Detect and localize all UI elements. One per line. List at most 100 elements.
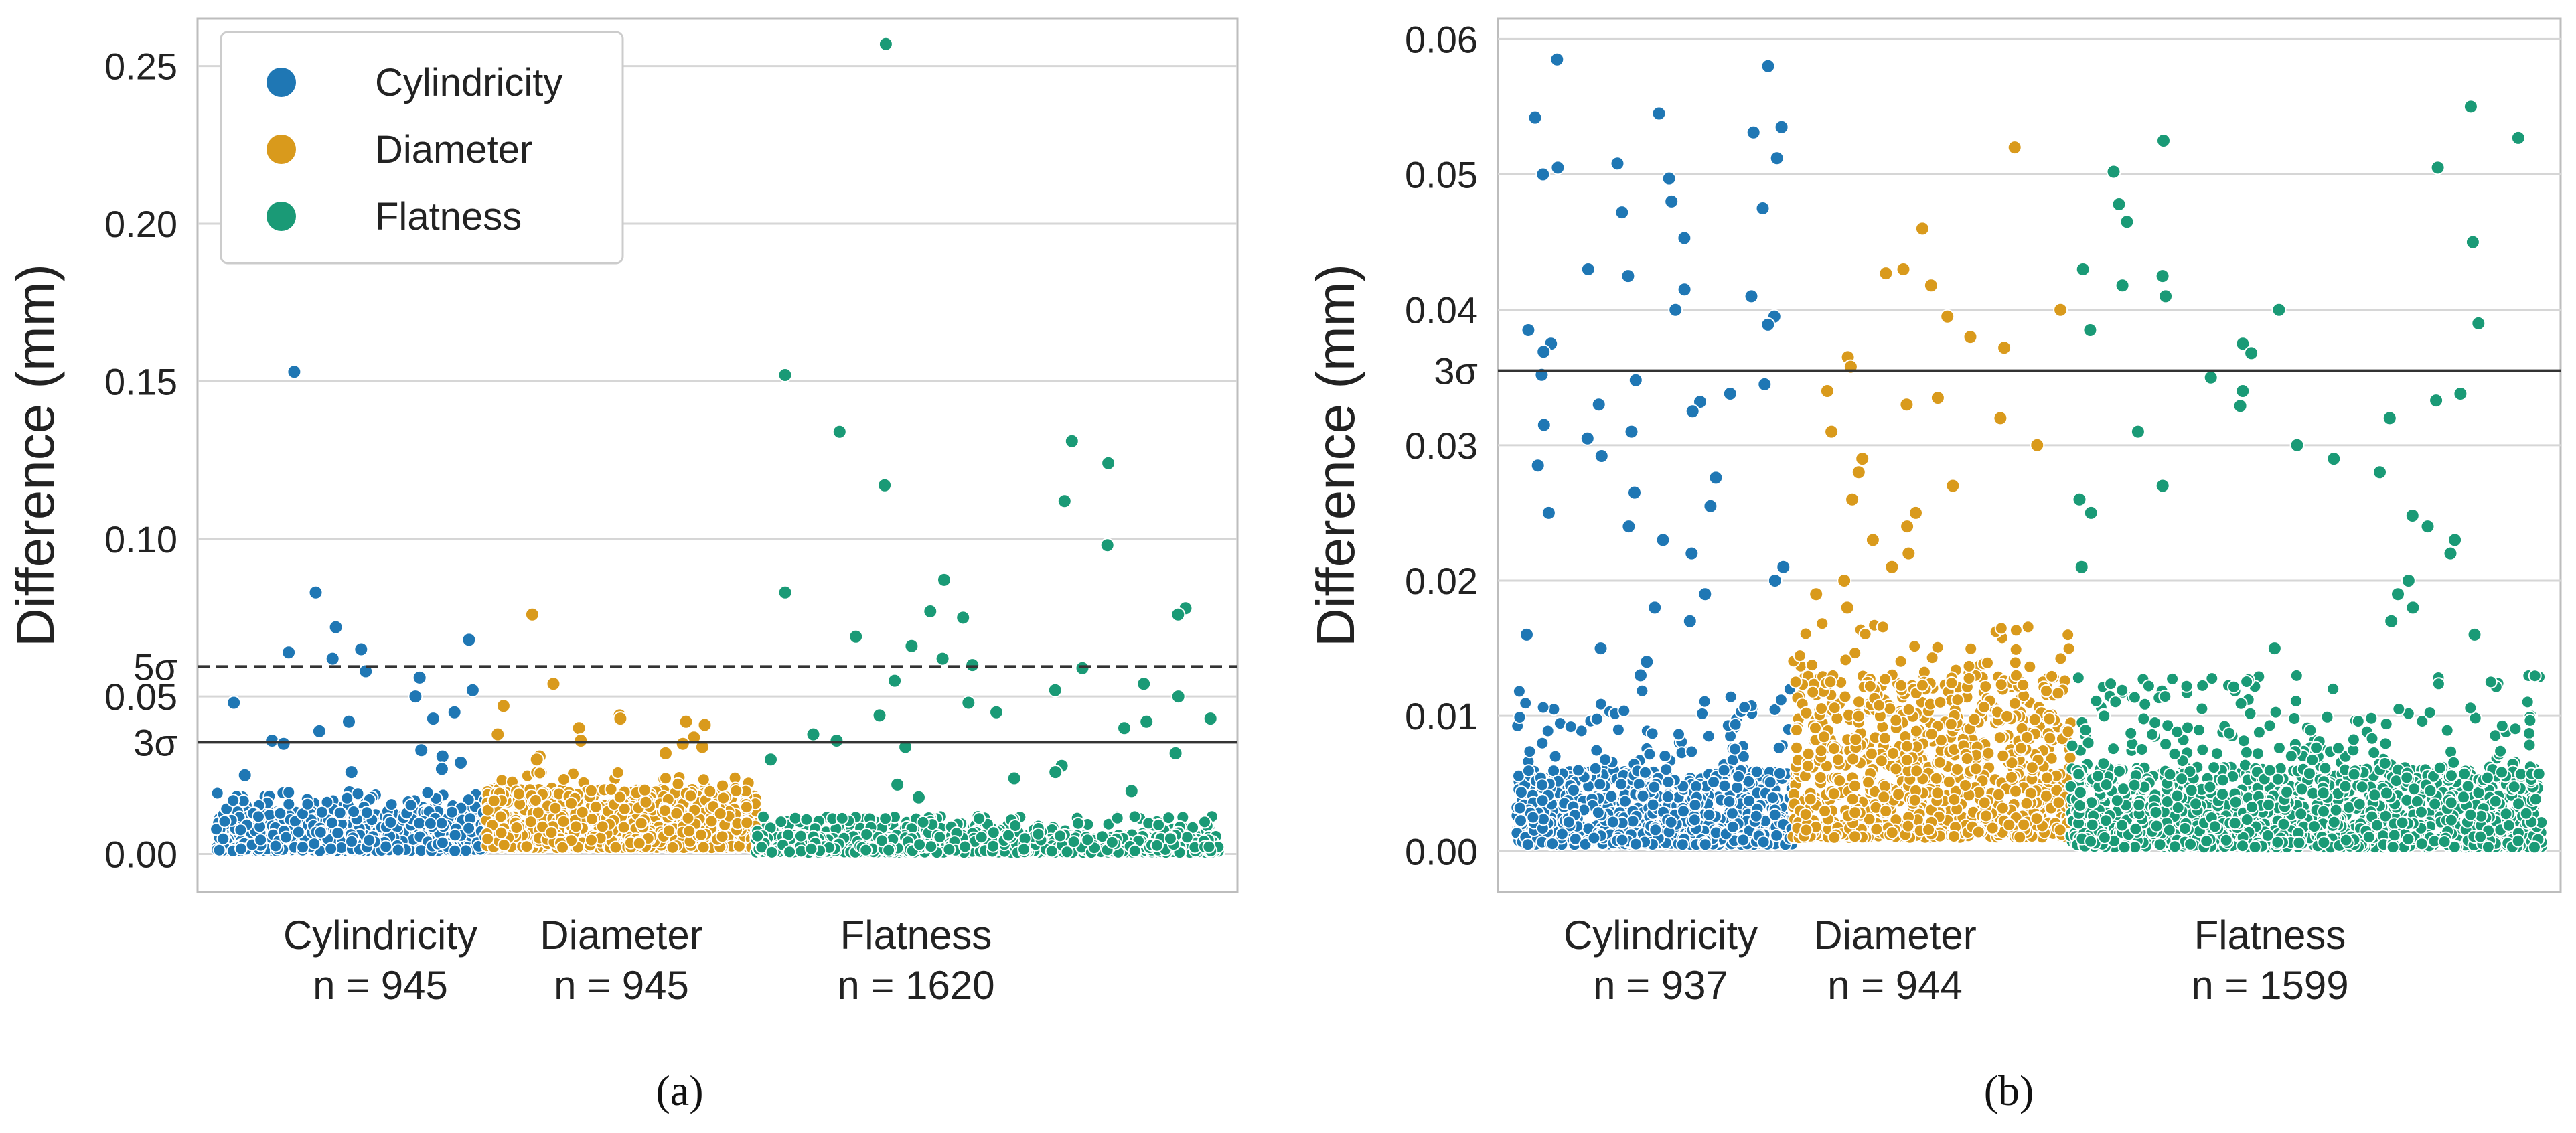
data-point-outlier	[1661, 171, 1677, 186]
data-point	[1876, 720, 1890, 734]
data-point	[1799, 627, 1813, 641]
data-point	[671, 777, 685, 791]
data-point	[510, 821, 524, 834]
data-point	[1924, 727, 1939, 741]
data-point	[435, 816, 449, 830]
data-point	[783, 845, 797, 859]
data-point-outlier	[1755, 201, 1770, 216]
data-point-outlier	[226, 695, 242, 710]
data-point-outlier	[453, 755, 469, 770]
data-point	[1519, 696, 1533, 710]
data-point	[879, 812, 893, 826]
data-point-outlier	[1633, 668, 1648, 683]
y-tick-label: 0.00	[1405, 830, 1478, 873]
data-point-outlier	[904, 638, 919, 654]
data-point	[445, 805, 459, 819]
data-point-outlier	[890, 777, 905, 792]
data-point	[1827, 787, 1841, 801]
data-point	[1717, 763, 1731, 777]
data-point-outlier	[1047, 682, 1063, 698]
data-point	[1933, 695, 1947, 709]
data-point	[1643, 747, 1657, 761]
data-point	[1944, 717, 1958, 731]
data-point-outlier	[1757, 376, 1772, 392]
data-point-outlier	[1677, 282, 1692, 297]
data-point	[494, 826, 508, 840]
y-tick-label: 0.00	[104, 834, 177, 876]
data-point	[269, 839, 283, 853]
data-point	[1730, 781, 1744, 795]
data-point	[933, 830, 947, 844]
data-point-outlier	[490, 727, 506, 742]
data-point	[703, 784, 717, 798]
data-point	[1535, 736, 1549, 750]
data-point	[613, 790, 627, 804]
data-point	[218, 814, 232, 828]
data-point	[662, 824, 676, 838]
data-point	[487, 794, 501, 808]
data-point	[313, 825, 327, 839]
data-point	[462, 821, 476, 835]
data-point	[1951, 763, 1964, 776]
data-point	[1535, 778, 1549, 792]
data-point	[1587, 831, 1601, 845]
data-point	[1732, 769, 1746, 783]
y-tick-label: 0.20	[104, 203, 177, 245]
data-point	[634, 816, 648, 830]
data-point	[765, 845, 779, 859]
data-point-outlier	[777, 368, 793, 382]
data-point-outlier	[1760, 317, 1776, 332]
data-point	[1567, 783, 1580, 797]
data-point	[2008, 656, 2022, 670]
plot-area	[1497, 17, 2562, 893]
data-point-outlier	[1124, 783, 1139, 799]
data-point	[1902, 702, 1916, 716]
data-point	[1617, 704, 1631, 718]
data-point	[1593, 777, 1607, 791]
data-point-outlier	[989, 704, 1004, 720]
data-point-outlier	[1655, 532, 1671, 548]
data-point-outlier	[408, 689, 423, 704]
data-point	[2009, 642, 2023, 656]
data-point	[1805, 658, 1819, 672]
data-point	[1815, 617, 1829, 631]
data-point	[1513, 710, 1527, 724]
data-point	[942, 842, 956, 856]
data-point	[1872, 698, 1886, 712]
data-point-outlier	[1746, 125, 1761, 140]
data-point-outlier	[911, 789, 926, 805]
data-point	[1728, 717, 1742, 731]
data-point	[1964, 641, 1978, 656]
data-point-outlier	[276, 736, 291, 751]
y-tick-label: 0.04	[1405, 289, 1478, 331]
data-point	[512, 787, 526, 801]
data-point	[234, 823, 248, 837]
data-point-outlier	[342, 714, 356, 729]
data-point	[1661, 775, 1675, 789]
data-point	[2040, 684, 2053, 698]
data-point-outlier	[1760, 58, 1776, 74]
legend-label: Cylindricity	[375, 61, 562, 104]
data-point-outlier	[1203, 711, 1218, 727]
series-cylindricity	[210, 364, 493, 858]
data-point	[632, 836, 646, 850]
data-point	[974, 830, 988, 844]
data-point	[611, 765, 625, 779]
data-point	[423, 816, 437, 830]
data-point	[391, 843, 405, 857]
data-point	[497, 838, 511, 852]
data-point	[1031, 827, 1045, 841]
data-point	[1750, 765, 1764, 779]
data-point	[1790, 741, 1803, 755]
data-point	[1851, 709, 1866, 723]
data-point	[210, 822, 224, 836]
data-point-outlier	[1593, 641, 1608, 656]
data-point-outlier	[1521, 323, 1536, 337]
data-point-outlier	[1639, 654, 1655, 670]
data-point	[666, 840, 680, 854]
data-point	[1591, 806, 1605, 820]
data-point-outlier	[1620, 269, 1636, 284]
data-point	[528, 794, 542, 807]
